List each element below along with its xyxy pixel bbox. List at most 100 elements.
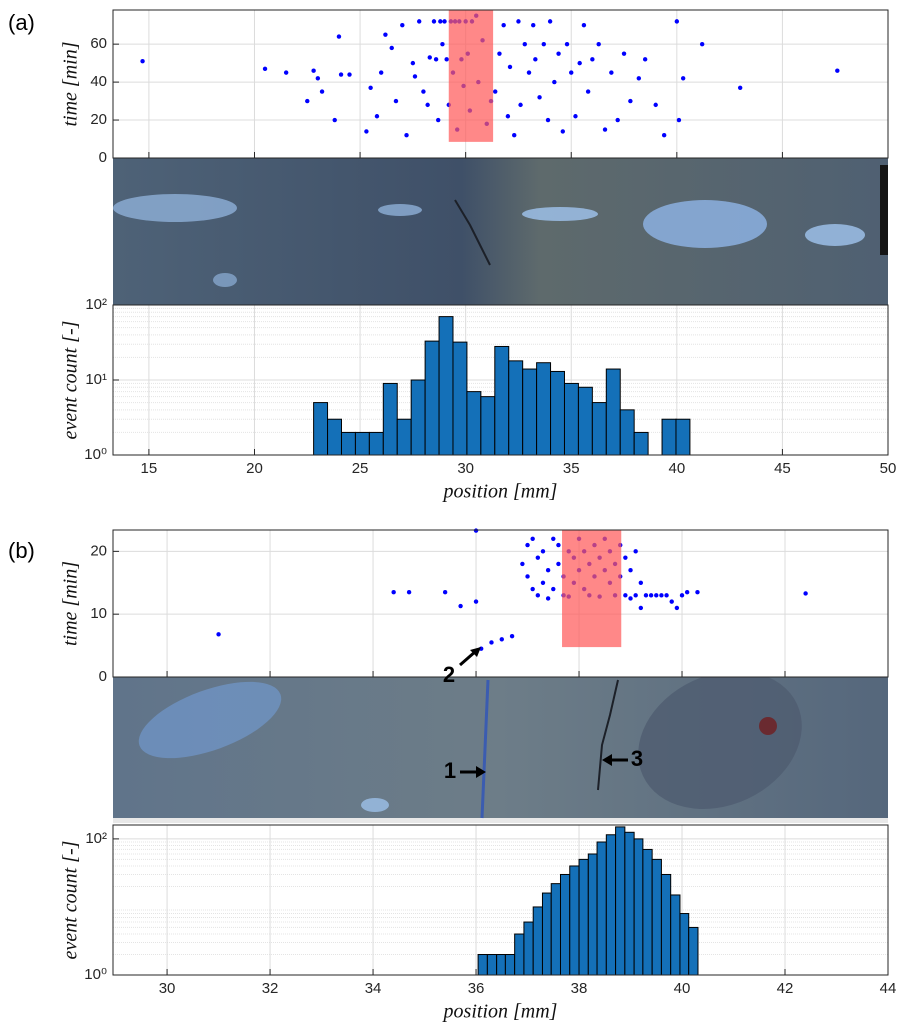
point <box>336 34 342 39</box>
x-tick-label: 34 <box>365 980 382 997</box>
bar <box>327 418 342 456</box>
arrow-head <box>470 647 481 657</box>
arrow-head <box>476 766 486 778</box>
y-tick-label: 10¹ <box>85 371 107 388</box>
bar <box>587 853 598 976</box>
point <box>545 568 551 573</box>
axes: 0 20 40 60 <box>90 10 889 166</box>
bar <box>477 954 488 976</box>
bar <box>550 883 561 976</box>
bar <box>340 431 356 456</box>
point <box>695 589 700 595</box>
x-tick-label: 45 <box>774 460 791 477</box>
bar <box>624 831 635 976</box>
point <box>535 593 541 598</box>
bar <box>591 402 607 456</box>
point <box>540 549 546 554</box>
bar <box>396 418 412 456</box>
point <box>653 102 658 108</box>
point <box>389 45 394 51</box>
point <box>623 555 628 560</box>
point <box>654 593 659 598</box>
point <box>569 70 574 75</box>
bar <box>578 858 589 976</box>
x-tick-label: 20 <box>246 460 263 477</box>
point <box>674 19 680 24</box>
point <box>442 589 448 595</box>
arrow-head <box>602 754 612 766</box>
bar <box>508 360 524 456</box>
bar <box>313 402 329 456</box>
point <box>659 593 664 598</box>
point <box>442 19 447 24</box>
bar <box>452 341 468 456</box>
bar <box>605 368 621 456</box>
point <box>400 22 405 28</box>
point <box>505 114 511 119</box>
y-tick-label: 0 <box>99 668 107 685</box>
point <box>638 580 644 585</box>
point <box>623 593 628 598</box>
bar <box>577 386 593 456</box>
point <box>621 51 627 56</box>
point <box>525 574 530 579</box>
annotation: 1 <box>444 758 456 783</box>
point <box>615 117 620 123</box>
point <box>473 599 479 604</box>
annotation: 3 <box>631 746 643 771</box>
point <box>545 117 551 123</box>
x-tick-label: 32 <box>262 980 279 997</box>
point <box>628 596 633 601</box>
plot-area <box>113 10 888 158</box>
point <box>636 76 642 81</box>
point <box>438 19 443 24</box>
axes: 30 32 34 36 38 40 42 44 10⁰ 10² <box>84 825 896 997</box>
bar <box>523 921 534 976</box>
point <box>585 89 591 94</box>
point <box>530 586 535 592</box>
point <box>520 561 525 567</box>
point <box>573 114 578 119</box>
point <box>526 70 532 75</box>
point <box>140 59 145 64</box>
axes: 0 10 20 <box>90 530 889 685</box>
point <box>425 102 430 108</box>
x-axis-label: position [mm] <box>442 1001 558 1023</box>
point <box>262 66 268 72</box>
bar <box>633 838 644 976</box>
highlight-region <box>562 530 622 648</box>
y-tick-label: 40 <box>90 73 107 90</box>
x-tick-label: 50 <box>880 460 897 477</box>
point <box>590 57 595 62</box>
point <box>458 603 463 609</box>
bar <box>504 954 516 976</box>
point <box>674 605 680 611</box>
x-tick-label: 36 <box>468 980 485 997</box>
point <box>535 555 541 560</box>
y-tick-label: 10² <box>85 296 107 313</box>
point <box>530 536 535 541</box>
point <box>551 586 556 592</box>
x-tick-label: 30 <box>159 980 176 997</box>
y-tick-label: 10⁰ <box>84 446 107 463</box>
point <box>628 98 633 104</box>
annotations: 2 1 3 <box>443 647 643 783</box>
point <box>556 542 561 548</box>
bar <box>368 431 384 456</box>
y-axis-label: time [min] <box>60 42 82 127</box>
bar <box>496 954 506 976</box>
point <box>737 85 743 90</box>
panel-label: (a) <box>8 10 35 35</box>
point <box>684 589 690 595</box>
bar <box>559 873 571 976</box>
point <box>552 79 557 85</box>
point <box>501 22 506 28</box>
point <box>216 632 221 637</box>
point <box>602 127 608 132</box>
point <box>699 41 705 47</box>
point <box>364 129 369 134</box>
annotation: 2 <box>443 662 455 687</box>
point <box>489 640 494 645</box>
point <box>525 542 530 548</box>
